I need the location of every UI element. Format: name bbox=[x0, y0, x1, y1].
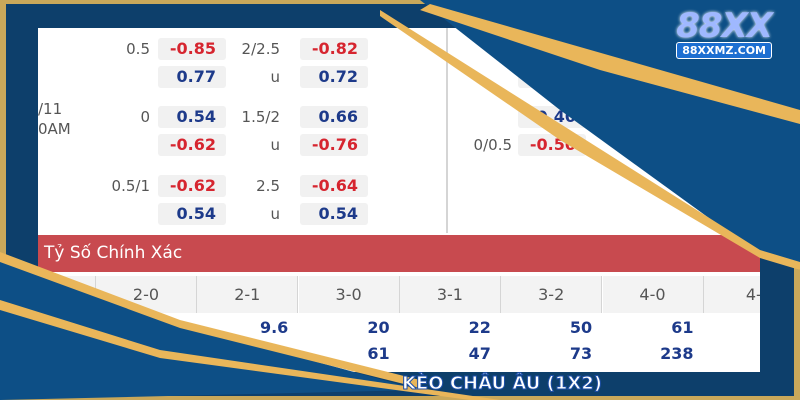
over-under-line: 2/2.5 bbox=[241, 40, 280, 58]
brand-logo: 88XX 88XXMZ.COM bbox=[676, 6, 773, 59]
score-odds-top[interactable]: 9.6 bbox=[259, 318, 289, 337]
odds-home[interactable]: -0.62 bbox=[158, 175, 226, 197]
odds-home[interactable]: -0.85 bbox=[158, 38, 226, 60]
score-odds-bottom[interactable]: 73 bbox=[569, 344, 593, 363]
odds-under[interactable]: 0.72 bbox=[300, 66, 368, 88]
score-odds-top[interactable]: 22 bbox=[468, 318, 491, 337]
score-header-2-1: 2-1 bbox=[197, 276, 299, 313]
match-date: /11 bbox=[38, 100, 63, 118]
score-odds-top[interactable]: 61 bbox=[671, 318, 694, 337]
match-time: 0AM bbox=[38, 120, 71, 138]
score-header-3-1: 3-1 bbox=[399, 276, 501, 313]
logo-url: 88XXMZ.COM bbox=[676, 42, 772, 59]
caption-title: KÈO CHÂU ÂU (1X2) bbox=[402, 373, 603, 395]
score-header-4-0: 4-0 bbox=[602, 276, 704, 313]
odds-home[interactable]: 0.54 bbox=[158, 106, 226, 128]
score-odds-top[interactable]: 50 bbox=[569, 318, 593, 337]
score-odds-top[interactable]: 20 bbox=[367, 318, 390, 337]
handicap-line: 0 bbox=[140, 108, 150, 126]
odds-away[interactable]: 0.54 bbox=[158, 203, 226, 225]
logo-text: 88XX bbox=[676, 6, 773, 46]
under-label: u bbox=[270, 136, 280, 154]
handicap-line: 0.5/1 bbox=[111, 177, 150, 195]
odds-under[interactable]: -0.76 bbox=[300, 134, 368, 156]
score-header-3-2: 3-2 bbox=[501, 276, 603, 313]
odds-away[interactable]: -0.62 bbox=[158, 134, 226, 156]
odds-away[interactable]: 0.77 bbox=[158, 66, 226, 88]
score-odds-bottom[interactable]: 47 bbox=[468, 344, 491, 363]
odds-over[interactable]: -0.64 bbox=[300, 175, 368, 197]
odds-under[interactable]: 0.54 bbox=[300, 203, 368, 225]
odds-over[interactable]: -0.82 bbox=[300, 38, 368, 60]
over-under-line: 2.5 bbox=[256, 177, 280, 195]
score-header-3-0: 3-0 bbox=[298, 276, 400, 313]
score-odds-bottom[interactable]: 238 bbox=[660, 344, 694, 363]
odds-over[interactable]: 0.66 bbox=[300, 106, 368, 128]
over-under-line: 1.5/2 bbox=[241, 108, 280, 126]
correct-score-header: Tỷ Số Chính Xác bbox=[38, 235, 760, 272]
score-header-4-: 4- bbox=[703, 276, 760, 313]
divider bbox=[446, 28, 448, 233]
handicap-line: 0/0.5 bbox=[473, 136, 512, 154]
score-odds-bottom[interactable]: 61 bbox=[367, 344, 390, 363]
under-label: u bbox=[270, 205, 280, 223]
handicap-line: 0.5 bbox=[126, 40, 150, 58]
under-label: u bbox=[270, 68, 280, 86]
